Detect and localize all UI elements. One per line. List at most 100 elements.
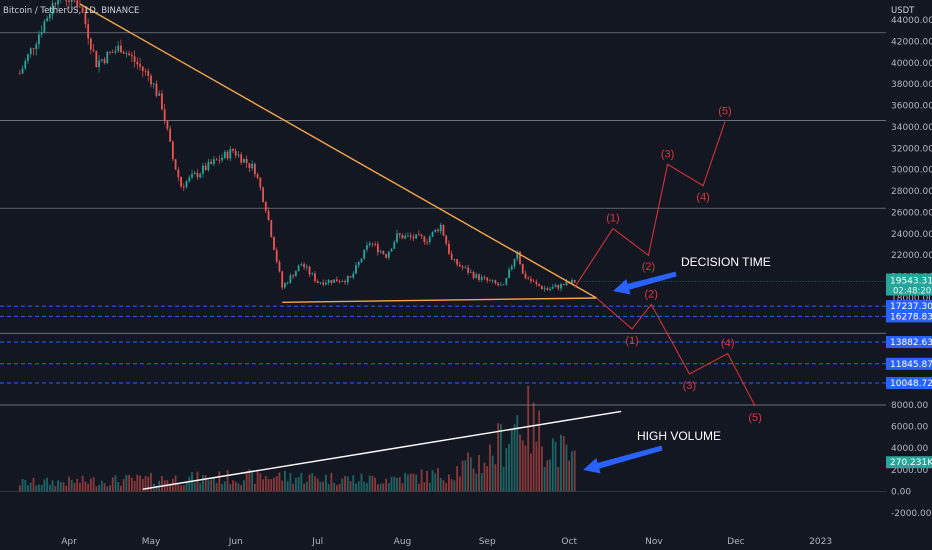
volume-bar — [243, 480, 245, 492]
volume-bar — [259, 473, 262, 492]
volume-bar — [442, 480, 445, 492]
support-level-tag[interactable]: 16278.83 — [886, 310, 932, 323]
volume-bar — [554, 441, 557, 492]
candle-body — [24, 60, 27, 69]
bearish-wave-path[interactable] — [596, 297, 756, 407]
volume-bar — [109, 485, 111, 492]
volume-bar — [420, 469, 423, 492]
candle-body — [330, 280, 333, 283]
volume-bar — [27, 485, 29, 492]
volume-bar — [341, 478, 344, 492]
candle-body — [196, 172, 199, 178]
candle-body — [114, 50, 117, 53]
candle-body — [147, 71, 150, 76]
volume-bar — [344, 475, 346, 492]
volume-tick-label: 4000.00 — [891, 444, 928, 454]
price-tick-label: 42000.00 — [891, 37, 932, 47]
volume-bar — [475, 473, 478, 492]
support-level-tag[interactable]: 13882.63 — [886, 336, 932, 349]
volume-bar — [92, 477, 95, 492]
volume-bar — [300, 472, 303, 492]
price-tick-label: 36000.00 — [891, 102, 932, 112]
candle-body — [573, 279, 576, 283]
candle-body — [292, 275, 295, 277]
candle-body — [270, 220, 273, 238]
volume-bar — [560, 434, 562, 492]
price-tick-label: 30000.00 — [891, 166, 932, 176]
wave-label: (4) — [721, 338, 734, 350]
candle-body — [314, 273, 316, 282]
volume-bar — [240, 484, 243, 492]
time-tick-label: May — [142, 537, 161, 547]
bullish-wave-path[interactable] — [574, 121, 726, 288]
current-volume-tag[interactable]: 270.231K — [886, 456, 932, 469]
wave-label: (5) — [748, 412, 761, 424]
volume-bar — [180, 485, 182, 492]
volume-tick-label: -2000.00 — [891, 509, 932, 519]
wave-label: (1) — [625, 335, 638, 347]
volume-trendline[interactable] — [142, 410, 622, 490]
support-level-tag[interactable]: 11845.87 — [886, 357, 932, 370]
candle-body — [259, 177, 262, 188]
volume-bar — [521, 440, 524, 492]
support-level-tag[interactable]: 17237.30 — [886, 300, 932, 313]
volume-bar — [286, 481, 289, 492]
candle-body — [300, 264, 303, 266]
candle-body — [480, 277, 483, 280]
candle-body — [253, 163, 256, 175]
volume-bar — [305, 481, 308, 492]
candle-body — [281, 271, 284, 288]
candle-body — [139, 64, 141, 67]
candle-body — [398, 233, 401, 236]
volume-bar — [546, 460, 549, 492]
volume-bar — [349, 481, 352, 492]
volume-bar — [24, 479, 27, 492]
support-level-tag[interactable]: 10048.72 — [886, 377, 932, 390]
volume-bar — [221, 483, 223, 492]
candle-body — [562, 284, 565, 286]
price-axis[interactable]: 44000.00 42000.00 40000.00 38000.00 36000.00… — [886, 16, 932, 519]
candle-body — [303, 264, 305, 268]
drawings[interactable] — [79, 3, 756, 490]
volume-bar — [352, 475, 355, 492]
candle-body — [527, 278, 530, 279]
candle-body — [193, 172, 196, 175]
candle-body — [27, 54, 29, 61]
volume-bar — [368, 475, 371, 492]
volume-bar — [464, 460, 467, 492]
candle-body — [357, 261, 360, 266]
candle-body — [333, 279, 336, 283]
volume-bar — [346, 476, 349, 492]
candle-body — [68, 0, 70, 3]
candle-body — [404, 235, 407, 239]
candle-body — [532, 281, 535, 282]
price-tick-label: 28000.00 — [891, 187, 932, 197]
volume-bar — [401, 483, 404, 492]
price-tick-label: 32000.00 — [891, 144, 932, 154]
candle-body — [122, 52, 125, 54]
volume-bar — [325, 474, 327, 492]
candle-body — [98, 60, 100, 68]
volume-bar — [571, 451, 573, 492]
volume-bar — [232, 480, 234, 492]
volume-bar — [248, 469, 251, 492]
volume-bar — [256, 469, 259, 492]
triangle-lower-trendline[interactable] — [282, 297, 597, 303]
svg-text:11845.87: 11845.87 — [890, 360, 932, 370]
volume-bar — [130, 477, 133, 492]
volume-bar — [568, 460, 571, 492]
volume-bar — [308, 474, 311, 492]
volume-bar — [423, 482, 426, 492]
time-axis[interactable]: Apr May Jun Jul Aug Sep Oct Nov Dec 2023 — [61, 537, 832, 547]
candle-body — [349, 276, 352, 278]
time-tick-label: Jul — [311, 537, 323, 547]
candle-body — [144, 70, 147, 72]
candle-body — [234, 150, 237, 156]
candle-body — [565, 281, 568, 286]
triangle-upper-trendline[interactable] — [79, 3, 597, 299]
volume-bar — [404, 472, 407, 492]
volume-bar — [532, 402, 535, 492]
